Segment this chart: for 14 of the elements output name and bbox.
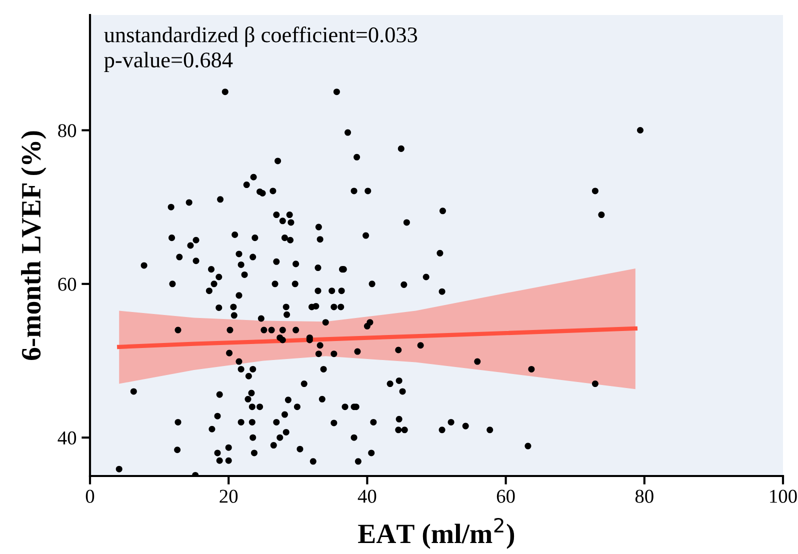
y-tick-label: 80 [58, 124, 76, 138]
x-axis-title: EAT (ml/m$^{2}$) [358, 518, 514, 549]
y-tick-label: 60 [58, 278, 76, 291]
x-tick-label: 40 [358, 490, 376, 503]
x-tick-label: 80 [635, 490, 654, 503]
annotation: unstandardized β coefficient=0.033 [104, 26, 418, 47]
x-tick-label: 20 [220, 490, 238, 503]
line-series [117, 326, 638, 350]
y-tick-label: 40 [58, 431, 76, 445]
x-tick-label: 100 [770, 490, 797, 503]
y-axis-title: 6-month LVEF (%) [21, 131, 46, 360]
x-tick-label: 0 [86, 490, 94, 503]
x-tick-label: 60 [496, 490, 515, 503]
annotation: p-value=0.684 [104, 52, 233, 72]
